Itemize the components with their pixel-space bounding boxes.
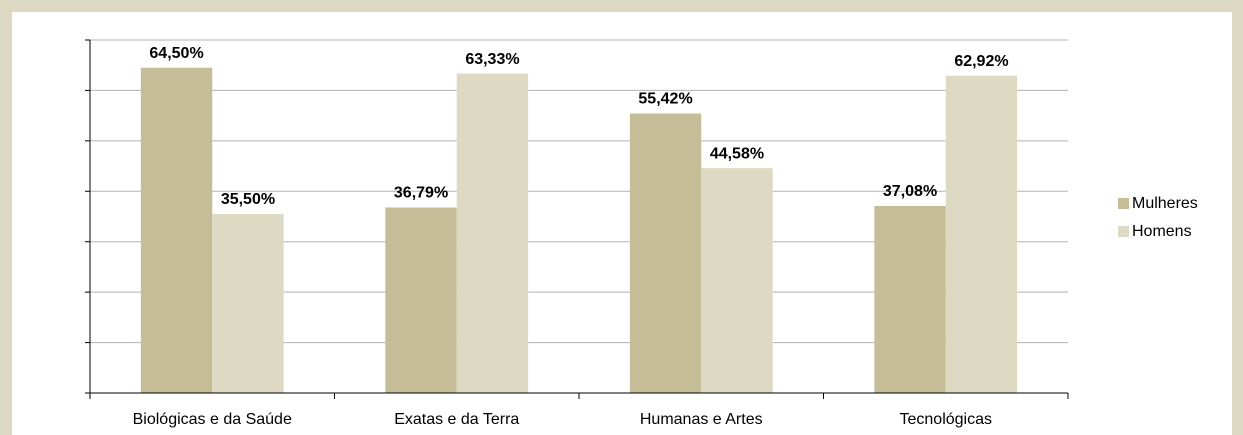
legend-swatch bbox=[1118, 198, 1129, 209]
value-label: 35,50% bbox=[221, 191, 275, 208]
bar bbox=[701, 168, 773, 393]
legend-label: Mulheres bbox=[1132, 195, 1198, 212]
legend-swatch bbox=[1118, 226, 1129, 237]
x-tick-label: Biológicas e da Saúde bbox=[133, 411, 292, 428]
value-label: 36,79% bbox=[394, 185, 448, 202]
bar bbox=[629, 113, 702, 394]
bar bbox=[140, 67, 213, 393]
value-label: 62,92% bbox=[954, 53, 1008, 70]
value-label: 64,50% bbox=[149, 45, 203, 62]
bar bbox=[385, 207, 457, 393]
x-tick-label: Exatas e da Terra bbox=[394, 411, 519, 428]
bar bbox=[945, 75, 1018, 393]
x-tick-label: Humanas e Artes bbox=[640, 411, 763, 428]
value-label: 37,08% bbox=[883, 183, 937, 200]
value-label: 63,33% bbox=[465, 51, 519, 68]
legend-label: Homens bbox=[1132, 223, 1192, 240]
bar bbox=[874, 206, 946, 393]
bar bbox=[212, 213, 284, 393]
x-tick-label: Tecnológicas bbox=[900, 411, 993, 428]
value-label: 55,42% bbox=[638, 91, 692, 108]
bar bbox=[456, 73, 529, 393]
value-label: 44,58% bbox=[710, 145, 764, 162]
